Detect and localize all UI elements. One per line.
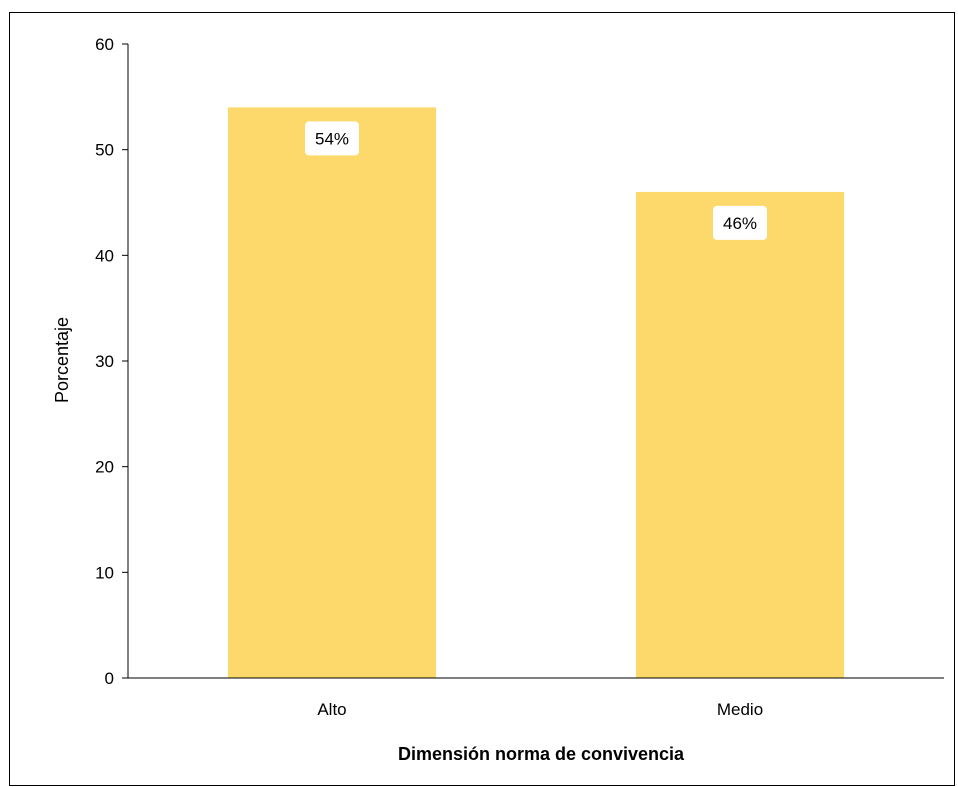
x-tick-label: Medio <box>717 700 763 719</box>
x-axis: Alto Medio <box>128 677 944 719</box>
y-tick-label: 30 <box>95 352 114 371</box>
y-tick-label: 10 <box>95 563 114 582</box>
y-tick-label: 40 <box>95 246 114 265</box>
data-label: 54% <box>315 129 349 148</box>
data-label-box <box>713 205 767 240</box>
x-axis-title: Dimensión norma de convivencia <box>398 744 685 764</box>
y-tick-label: 60 <box>95 35 114 54</box>
x-tick-label: Alto <box>317 700 346 719</box>
bar-medio <box>635 191 845 678</box>
y-axis-title: Porcentaje <box>52 317 72 403</box>
y-axis: 0 10 20 30 40 50 60 <box>95 35 129 688</box>
y-tick-label: 0 <box>105 669 114 688</box>
y-tick-label: 50 <box>95 141 114 160</box>
y-tick-label: 20 <box>95 458 114 477</box>
bars: 54% 46% <box>227 107 845 678</box>
data-label-box <box>305 121 359 156</box>
data-label: 46% <box>723 214 757 233</box>
bar-alto <box>227 107 437 678</box>
